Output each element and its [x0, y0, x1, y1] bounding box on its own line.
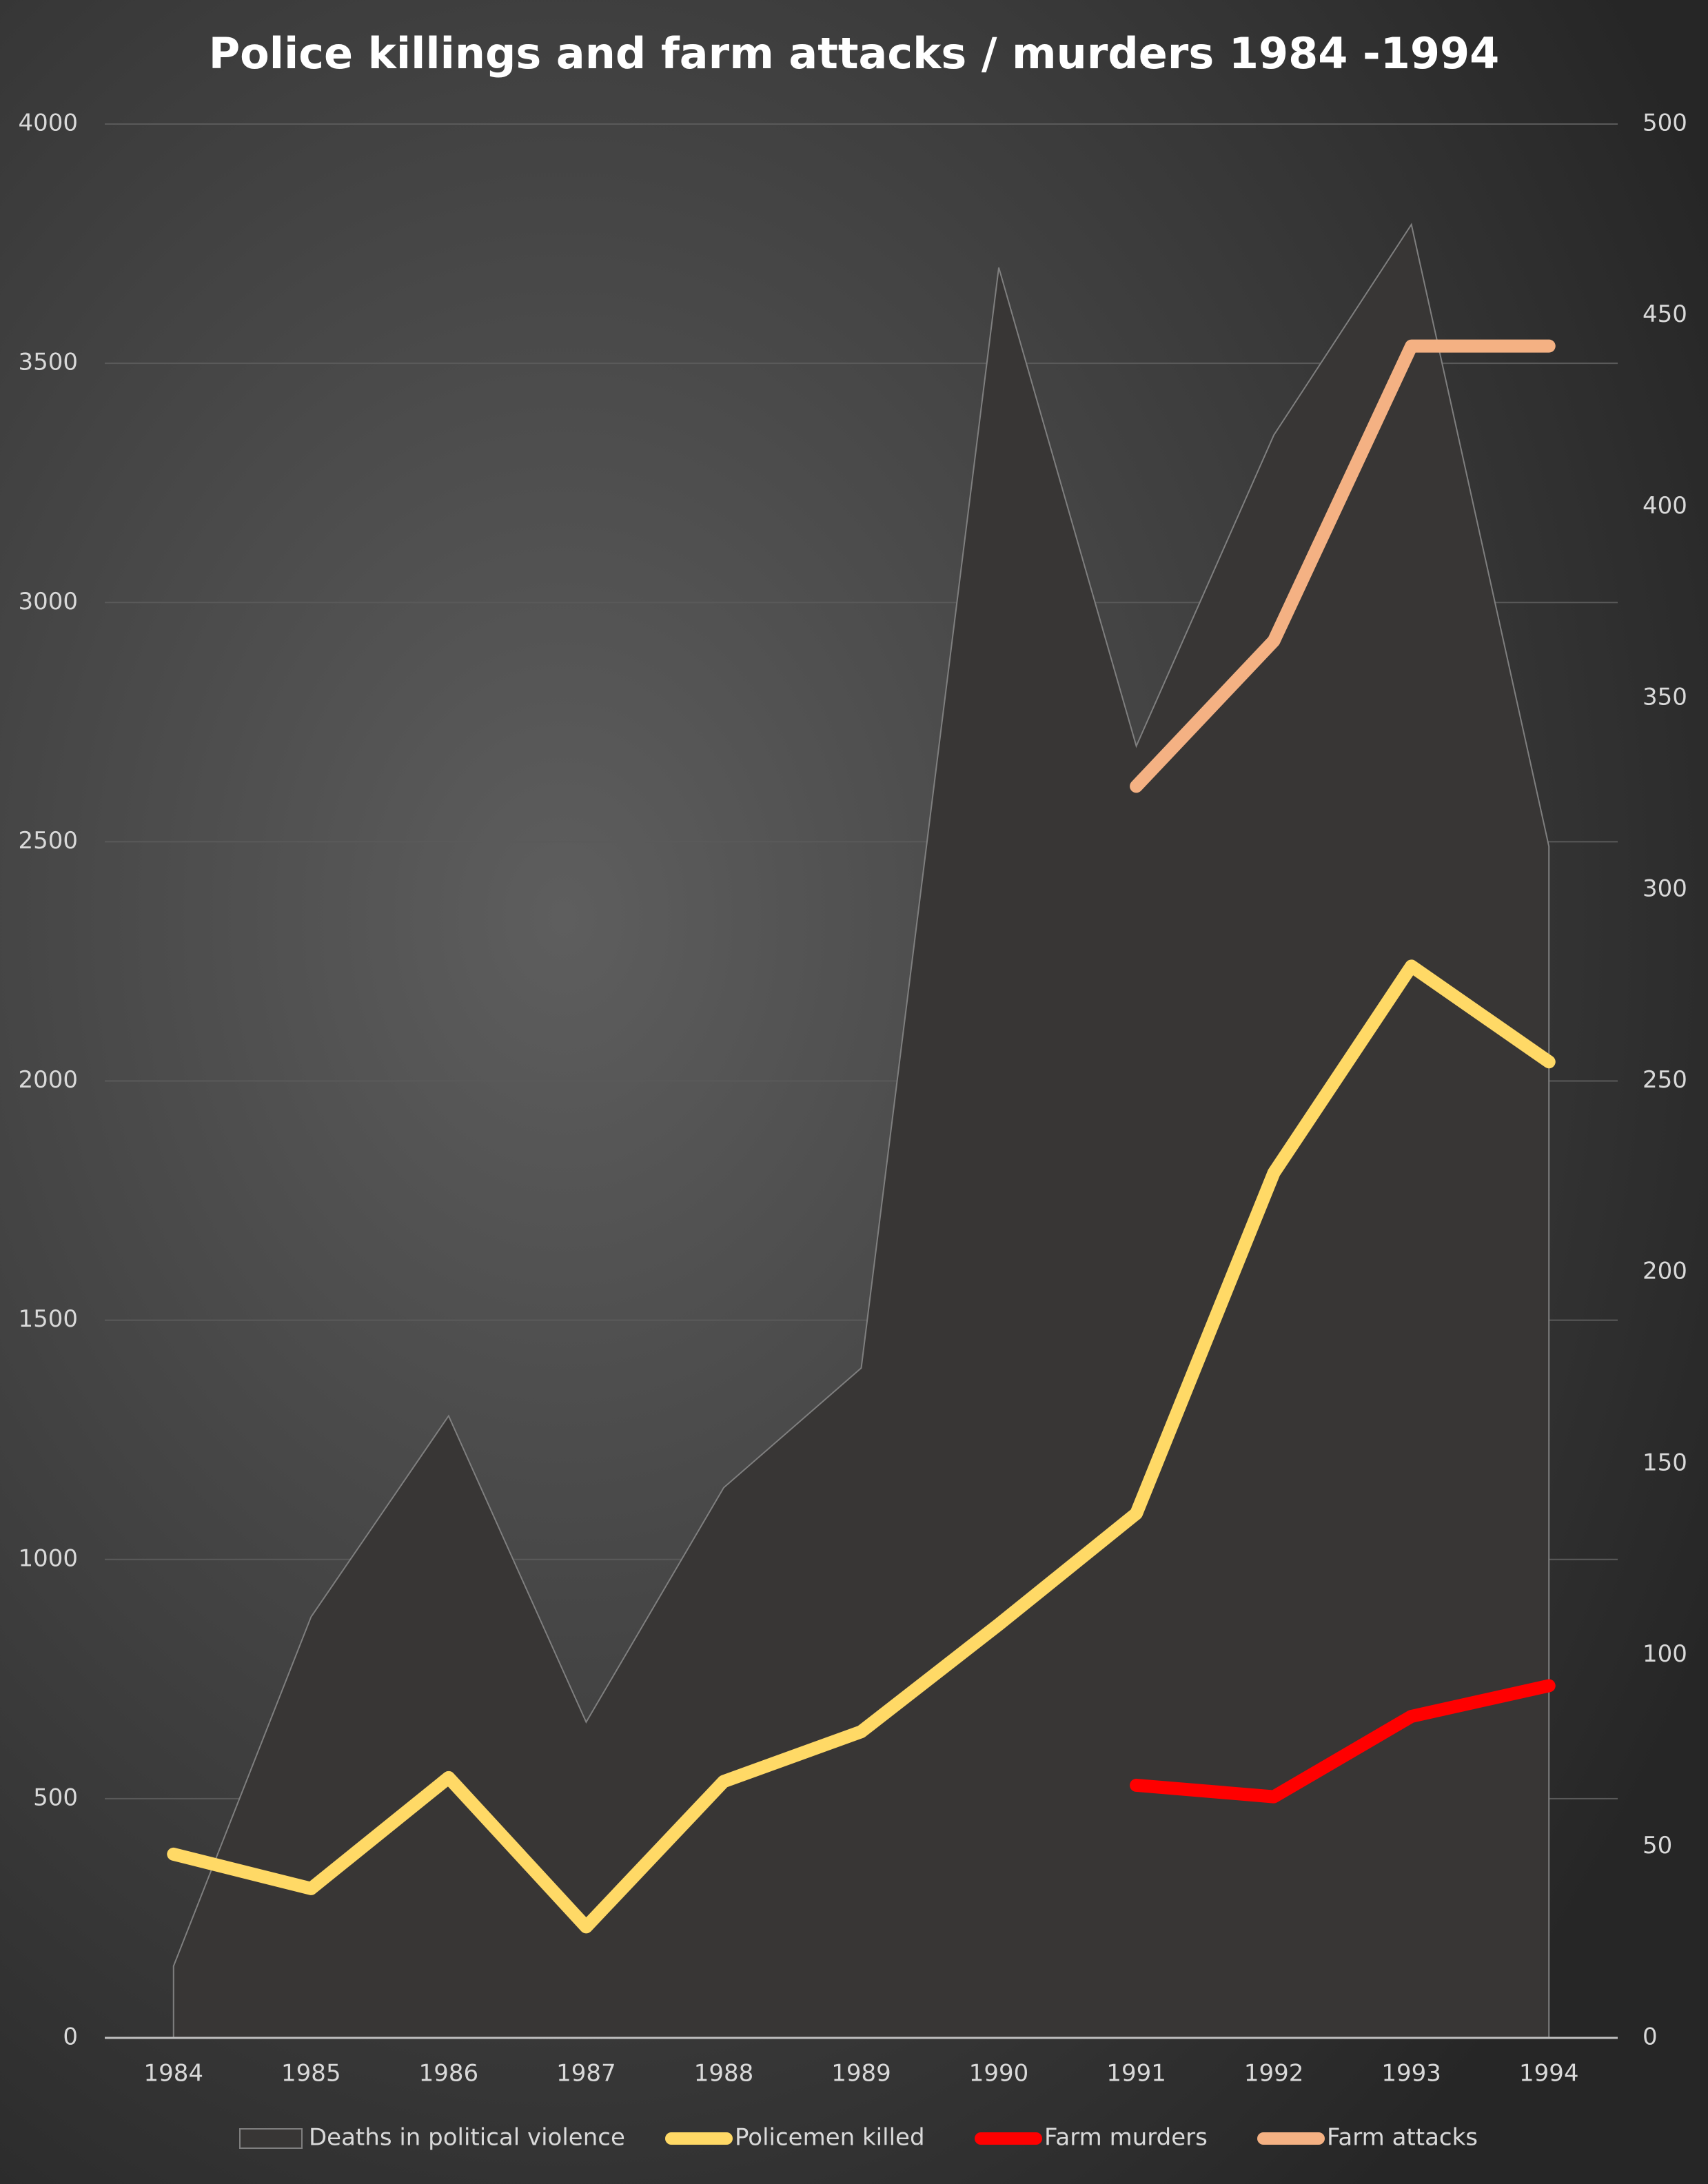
y2-tick-label: 150	[1643, 1449, 1687, 1476]
y-tick-label: 0	[63, 2023, 78, 2051]
legend-label: Deaths in political violence	[309, 2124, 625, 2152]
x-tick-label: 1990	[969, 2060, 1029, 2088]
legend-label: Policemen killed	[735, 2124, 925, 2152]
x-tick-label: 1992	[1244, 2060, 1304, 2088]
line	[1130, 1679, 1556, 1804]
legend-swatch	[239, 2128, 303, 2149]
y-tick-label: 2000	[18, 1066, 78, 1094]
y2-tick-label: 500	[1643, 110, 1687, 137]
y-tick-label: 1500	[18, 1305, 78, 1333]
x-tick-label: 1994	[1519, 2060, 1579, 2088]
y-tick-label: 3000	[18, 588, 78, 615]
x-tick-label: 1993	[1381, 2060, 1441, 2088]
y-tick-label: 3500	[18, 349, 78, 376]
x-tick-label: 1986	[419, 2060, 479, 2088]
legend-label: Farm murders	[1044, 2124, 1208, 2152]
x-tick-label: 1991	[1106, 2060, 1166, 2088]
x-tick-label: 1989	[831, 2060, 891, 2088]
y2-tick-label: 250	[1643, 1066, 1687, 1094]
y2-tick-label: 100	[1643, 1640, 1687, 1668]
legend-label: Farm attacks	[1327, 2124, 1478, 2152]
y2-tick-label: 200	[1643, 1258, 1687, 1285]
x-tick-label: 1987	[556, 2060, 616, 2088]
x-tick-label: 1984	[144, 2060, 204, 2088]
line	[167, 959, 1556, 1934]
y2-tick-label: 350	[1643, 684, 1687, 711]
x-tick-label: 1988	[694, 2060, 754, 2088]
y2-tick-label: 0	[1643, 2023, 1658, 2051]
line	[1130, 339, 1556, 793]
chart-title: Police killings and farm attacks / murde…	[209, 28, 1500, 79]
y2-tick-label: 450	[1643, 300, 1687, 328]
y-tick-label: 500	[33, 1784, 78, 1811]
y2-tick-label: 300	[1643, 875, 1687, 902]
y-tick-label: 2500	[18, 827, 78, 855]
x-tick-label: 1985	[281, 2060, 341, 2088]
y2-tick-label: 50	[1643, 1832, 1672, 1859]
y-tick-label: 1000	[18, 1544, 78, 1572]
y2-tick-label: 400	[1643, 492, 1687, 520]
area	[172, 223, 1550, 2039]
y-tick-label: 4000	[18, 110, 78, 137]
